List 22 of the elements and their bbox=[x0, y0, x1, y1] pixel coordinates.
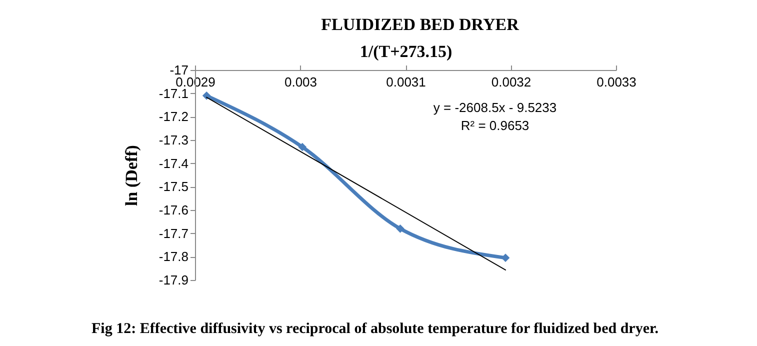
chart-title: FLUIDIZED BED DRYER bbox=[321, 15, 520, 34]
y-tick-label: -17.6 bbox=[158, 202, 188, 218]
y-tick-label: -17 bbox=[170, 62, 188, 78]
point bbox=[202, 91, 211, 100]
x-tick-label: 0.0033 bbox=[596, 74, 636, 90]
caption: Fig 12: Effective diffusivity vs reciprocal of absolute temperature for fluidized bed dryer. bbox=[91, 321, 659, 337]
y-tick-label: -17.9 bbox=[158, 272, 188, 288]
y-tick-label: -17.2 bbox=[158, 109, 188, 124]
annotation: y = -2608.5x - 9.5233 bbox=[433, 100, 557, 115]
y-tick-label: -17.8 bbox=[158, 249, 188, 264]
x-tick-label: 0.003 bbox=[284, 74, 318, 90]
point bbox=[396, 224, 404, 233]
y-tick-label: -17.5 bbox=[158, 179, 188, 194]
annotation: R² = 0.9653 bbox=[460, 118, 530, 133]
y-tick-label: -17.4 bbox=[158, 156, 188, 171]
x-tick-label: 0.0031 bbox=[386, 74, 426, 90]
y-axis-title: ln (Deff) bbox=[122, 145, 141, 206]
x-tick-label: 0.0032 bbox=[491, 74, 532, 90]
x-axis-title: 1/(T+273.15) bbox=[360, 42, 452, 61]
point bbox=[298, 142, 307, 152]
y-tick-label: -17.3 bbox=[158, 132, 188, 148]
y-tick-label: -17.7 bbox=[158, 226, 188, 241]
